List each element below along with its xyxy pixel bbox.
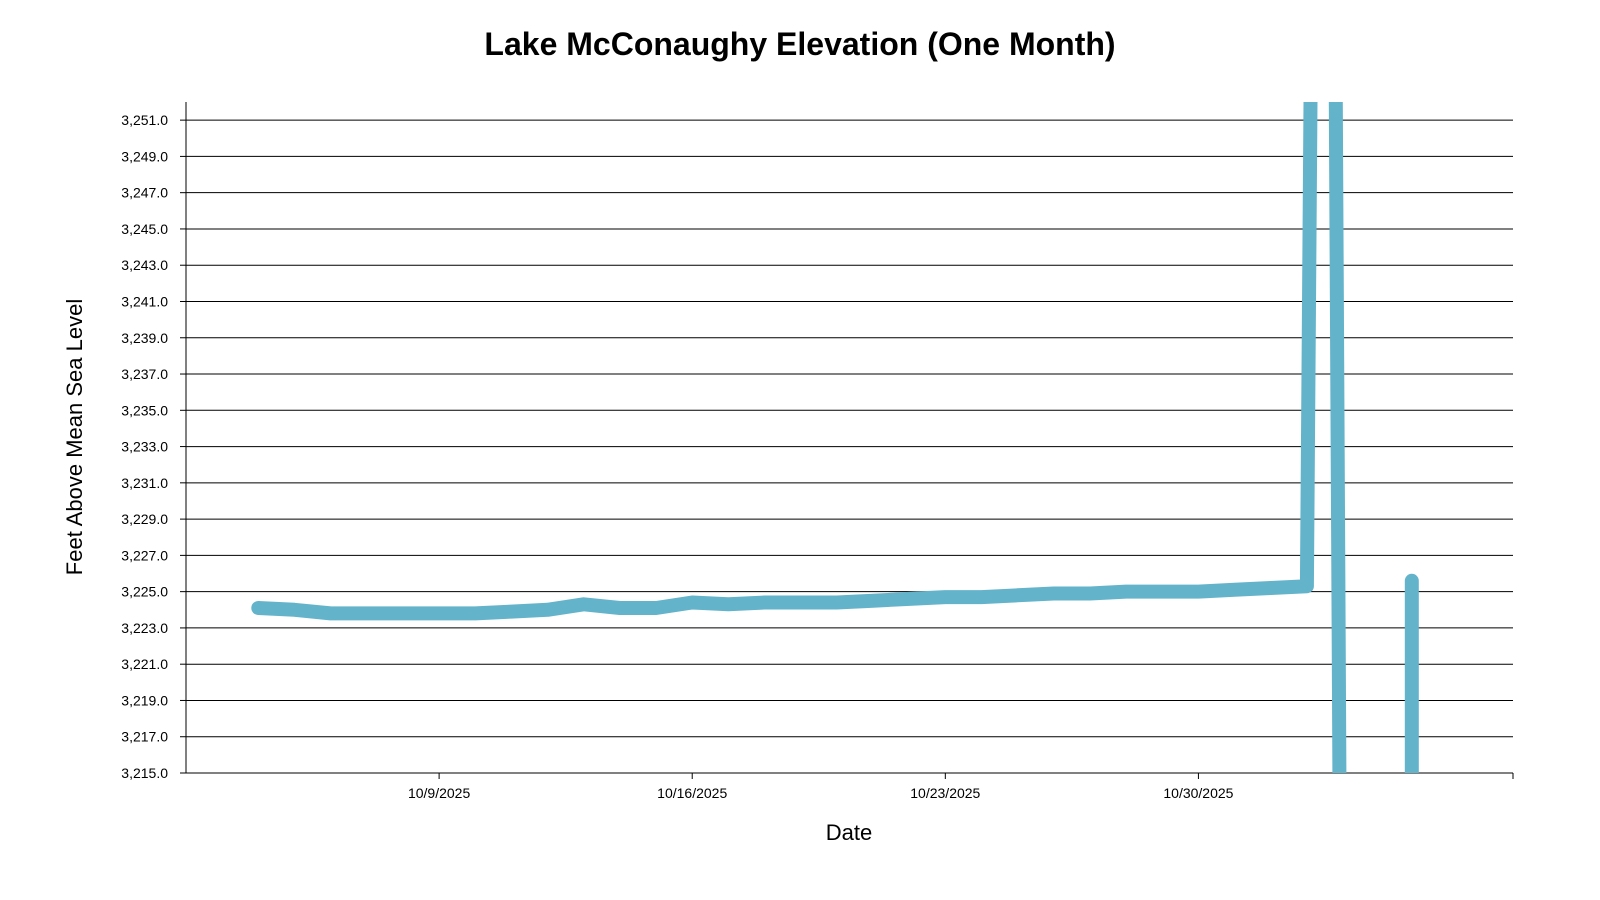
y-tick-label: 3,237.0 xyxy=(121,366,168,382)
x-tick-label: 10/23/2025 xyxy=(910,785,980,801)
y-tick-label: 3,245.0 xyxy=(121,221,168,237)
y-tick-label: 3,251.0 xyxy=(121,112,168,128)
chart-title: Lake McConaughy Elevation (One Month) xyxy=(484,26,1116,62)
y-tick-label: 3,249.0 xyxy=(121,148,168,164)
y-axis-ticks: 3,215.0 3,217.0 3,219.0 3,221.0 3,223.0 3,225… xyxy=(121,112,186,781)
y-tick-label: 3,221.0 xyxy=(121,656,168,672)
y-tick-label: 3,247.0 xyxy=(121,185,168,201)
y-tick-label: 3,229.0 xyxy=(121,511,168,527)
y-tick-label: 3,215.0 xyxy=(121,765,168,781)
y-axis-title: Feet Above Mean Sea Level xyxy=(62,299,87,575)
y-tick-label: 3,241.0 xyxy=(121,293,168,309)
x-tick-label: 10/9/2025 xyxy=(408,785,470,801)
series-elevation xyxy=(251,102,1419,773)
y-tick-label: 3,233.0 xyxy=(121,439,168,455)
y-tick-label: 3,217.0 xyxy=(121,729,168,745)
y-tick-label: 3,227.0 xyxy=(121,547,168,563)
y-tick-label: 3,239.0 xyxy=(121,330,168,346)
x-axis-ticks: 10/9/2025 10/16/2025 10/23/2025 10/30/2025 xyxy=(408,773,1234,801)
y-tick-label: 3,235.0 xyxy=(121,402,168,418)
y-tick-label: 3,225.0 xyxy=(121,584,168,600)
y-tick-label: 3,223.0 xyxy=(121,620,168,636)
y-tick-label: 3,231.0 xyxy=(121,475,168,491)
y-tick-label: 3,243.0 xyxy=(121,257,168,273)
y-tick-label: 3,219.0 xyxy=(121,692,168,708)
series-line-segment xyxy=(251,102,1318,621)
x-tick-label: 10/30/2025 xyxy=(1163,785,1233,801)
series-line-segment xyxy=(1328,102,1347,773)
gridlines xyxy=(186,119,1513,738)
x-axis-title: Date xyxy=(826,820,872,845)
x-tick-label: 10/16/2025 xyxy=(657,785,727,801)
